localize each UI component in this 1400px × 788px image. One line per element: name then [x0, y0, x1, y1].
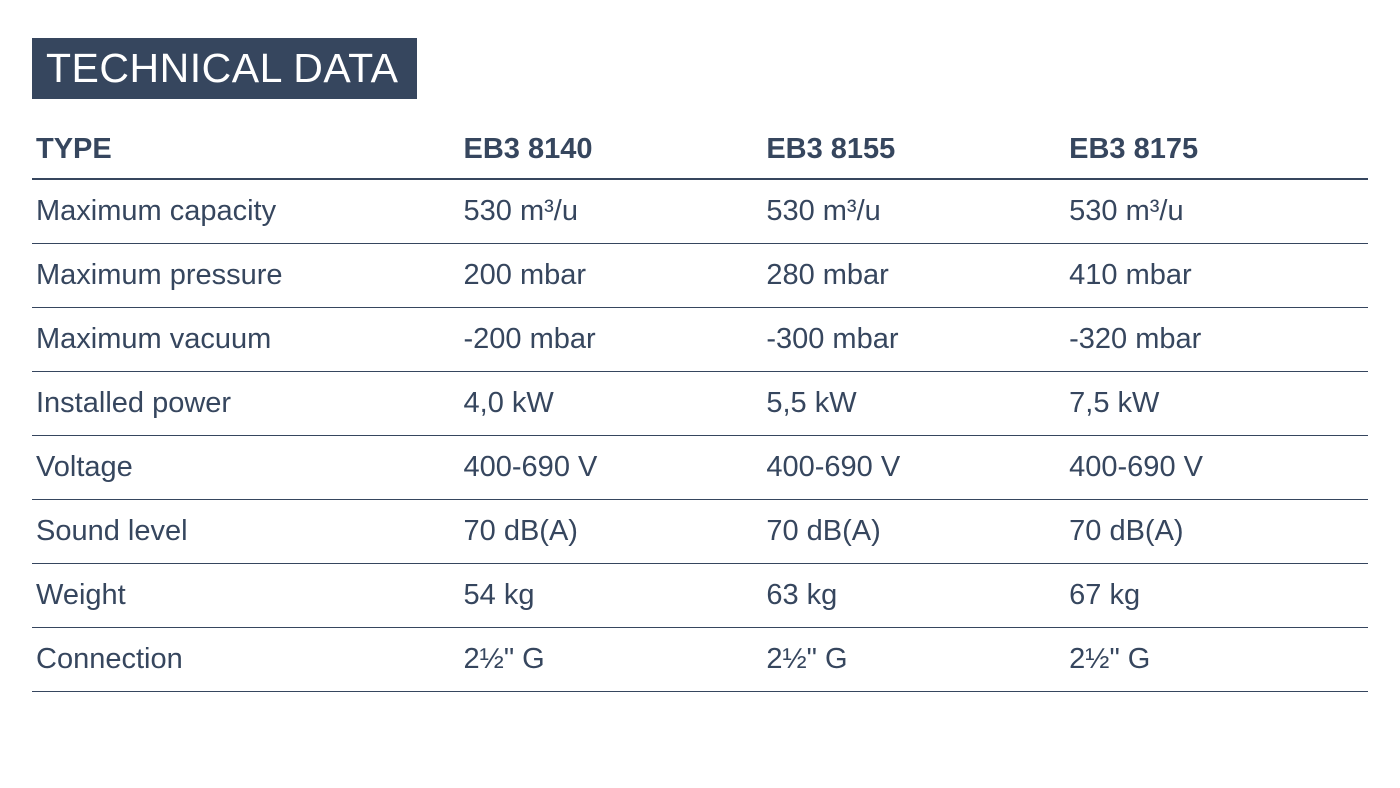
- spec-value: 67 kg: [1065, 564, 1368, 628]
- spec-label: Weight: [32, 564, 460, 628]
- spec-value: 63 kg: [762, 564, 1065, 628]
- spec-value: 400-690 V: [762, 436, 1065, 500]
- table-row: Maximum pressure 200 mbar 280 mbar 410 m…: [32, 244, 1368, 308]
- spec-label: Voltage: [32, 436, 460, 500]
- table-row: Maximum vacuum -200 mbar -300 mbar -320 …: [32, 308, 1368, 372]
- spec-label: Sound level: [32, 500, 460, 564]
- technical-data-table: TYPE EB3 8140 EB3 8155 EB3 8175 Maximum …: [32, 127, 1368, 692]
- spec-value: 530 m³/u: [762, 179, 1065, 244]
- model-column-header: EB3 8175: [1065, 127, 1368, 179]
- spec-value: 70 dB(A): [1065, 500, 1368, 564]
- spec-value: 400-690 V: [1065, 436, 1368, 500]
- table-row: Maximum capacity 530 m³/u 530 m³/u 530 m…: [32, 179, 1368, 244]
- spec-value: 200 mbar: [460, 244, 763, 308]
- table-row: Connection 2½" G 2½" G 2½" G: [32, 628, 1368, 692]
- spec-label: Maximum pressure: [32, 244, 460, 308]
- section-heading: TECHNICAL DATA: [32, 38, 417, 99]
- spec-value: 70 dB(A): [460, 500, 763, 564]
- table-row: Sound level 70 dB(A) 70 dB(A) 70 dB(A): [32, 500, 1368, 564]
- table-header-row: TYPE EB3 8140 EB3 8155 EB3 8175: [32, 127, 1368, 179]
- type-column-header: TYPE: [32, 127, 460, 179]
- spec-value: -200 mbar: [460, 308, 763, 372]
- spec-value: 54 kg: [460, 564, 763, 628]
- model-column-header: EB3 8155: [762, 127, 1065, 179]
- spec-value: 2½" G: [1065, 628, 1368, 692]
- spec-value: 2½" G: [762, 628, 1065, 692]
- spec-label: Installed power: [32, 372, 460, 436]
- spec-value: 530 m³/u: [1065, 179, 1368, 244]
- spec-label: Maximum vacuum: [32, 308, 460, 372]
- spec-value: 400-690 V: [460, 436, 763, 500]
- spec-value: 7,5 kW: [1065, 372, 1368, 436]
- spec-value: 410 mbar: [1065, 244, 1368, 308]
- spec-value: 2½" G: [460, 628, 763, 692]
- spec-value: 530 m³/u: [460, 179, 763, 244]
- spec-label: Connection: [32, 628, 460, 692]
- model-column-header: EB3 8140: [460, 127, 763, 179]
- table-row: Weight 54 kg 63 kg 67 kg: [32, 564, 1368, 628]
- spec-label: Maximum capacity: [32, 179, 460, 244]
- spec-value: 280 mbar: [762, 244, 1065, 308]
- spec-value: 5,5 kW: [762, 372, 1065, 436]
- spec-value: 70 dB(A): [762, 500, 1065, 564]
- table-row: Installed power 4,0 kW 5,5 kW 7,5 kW: [32, 372, 1368, 436]
- table-row: Voltage 400-690 V 400-690 V 400-690 V: [32, 436, 1368, 500]
- spec-value: -300 mbar: [762, 308, 1065, 372]
- spec-value: 4,0 kW: [460, 372, 763, 436]
- spec-value: -320 mbar: [1065, 308, 1368, 372]
